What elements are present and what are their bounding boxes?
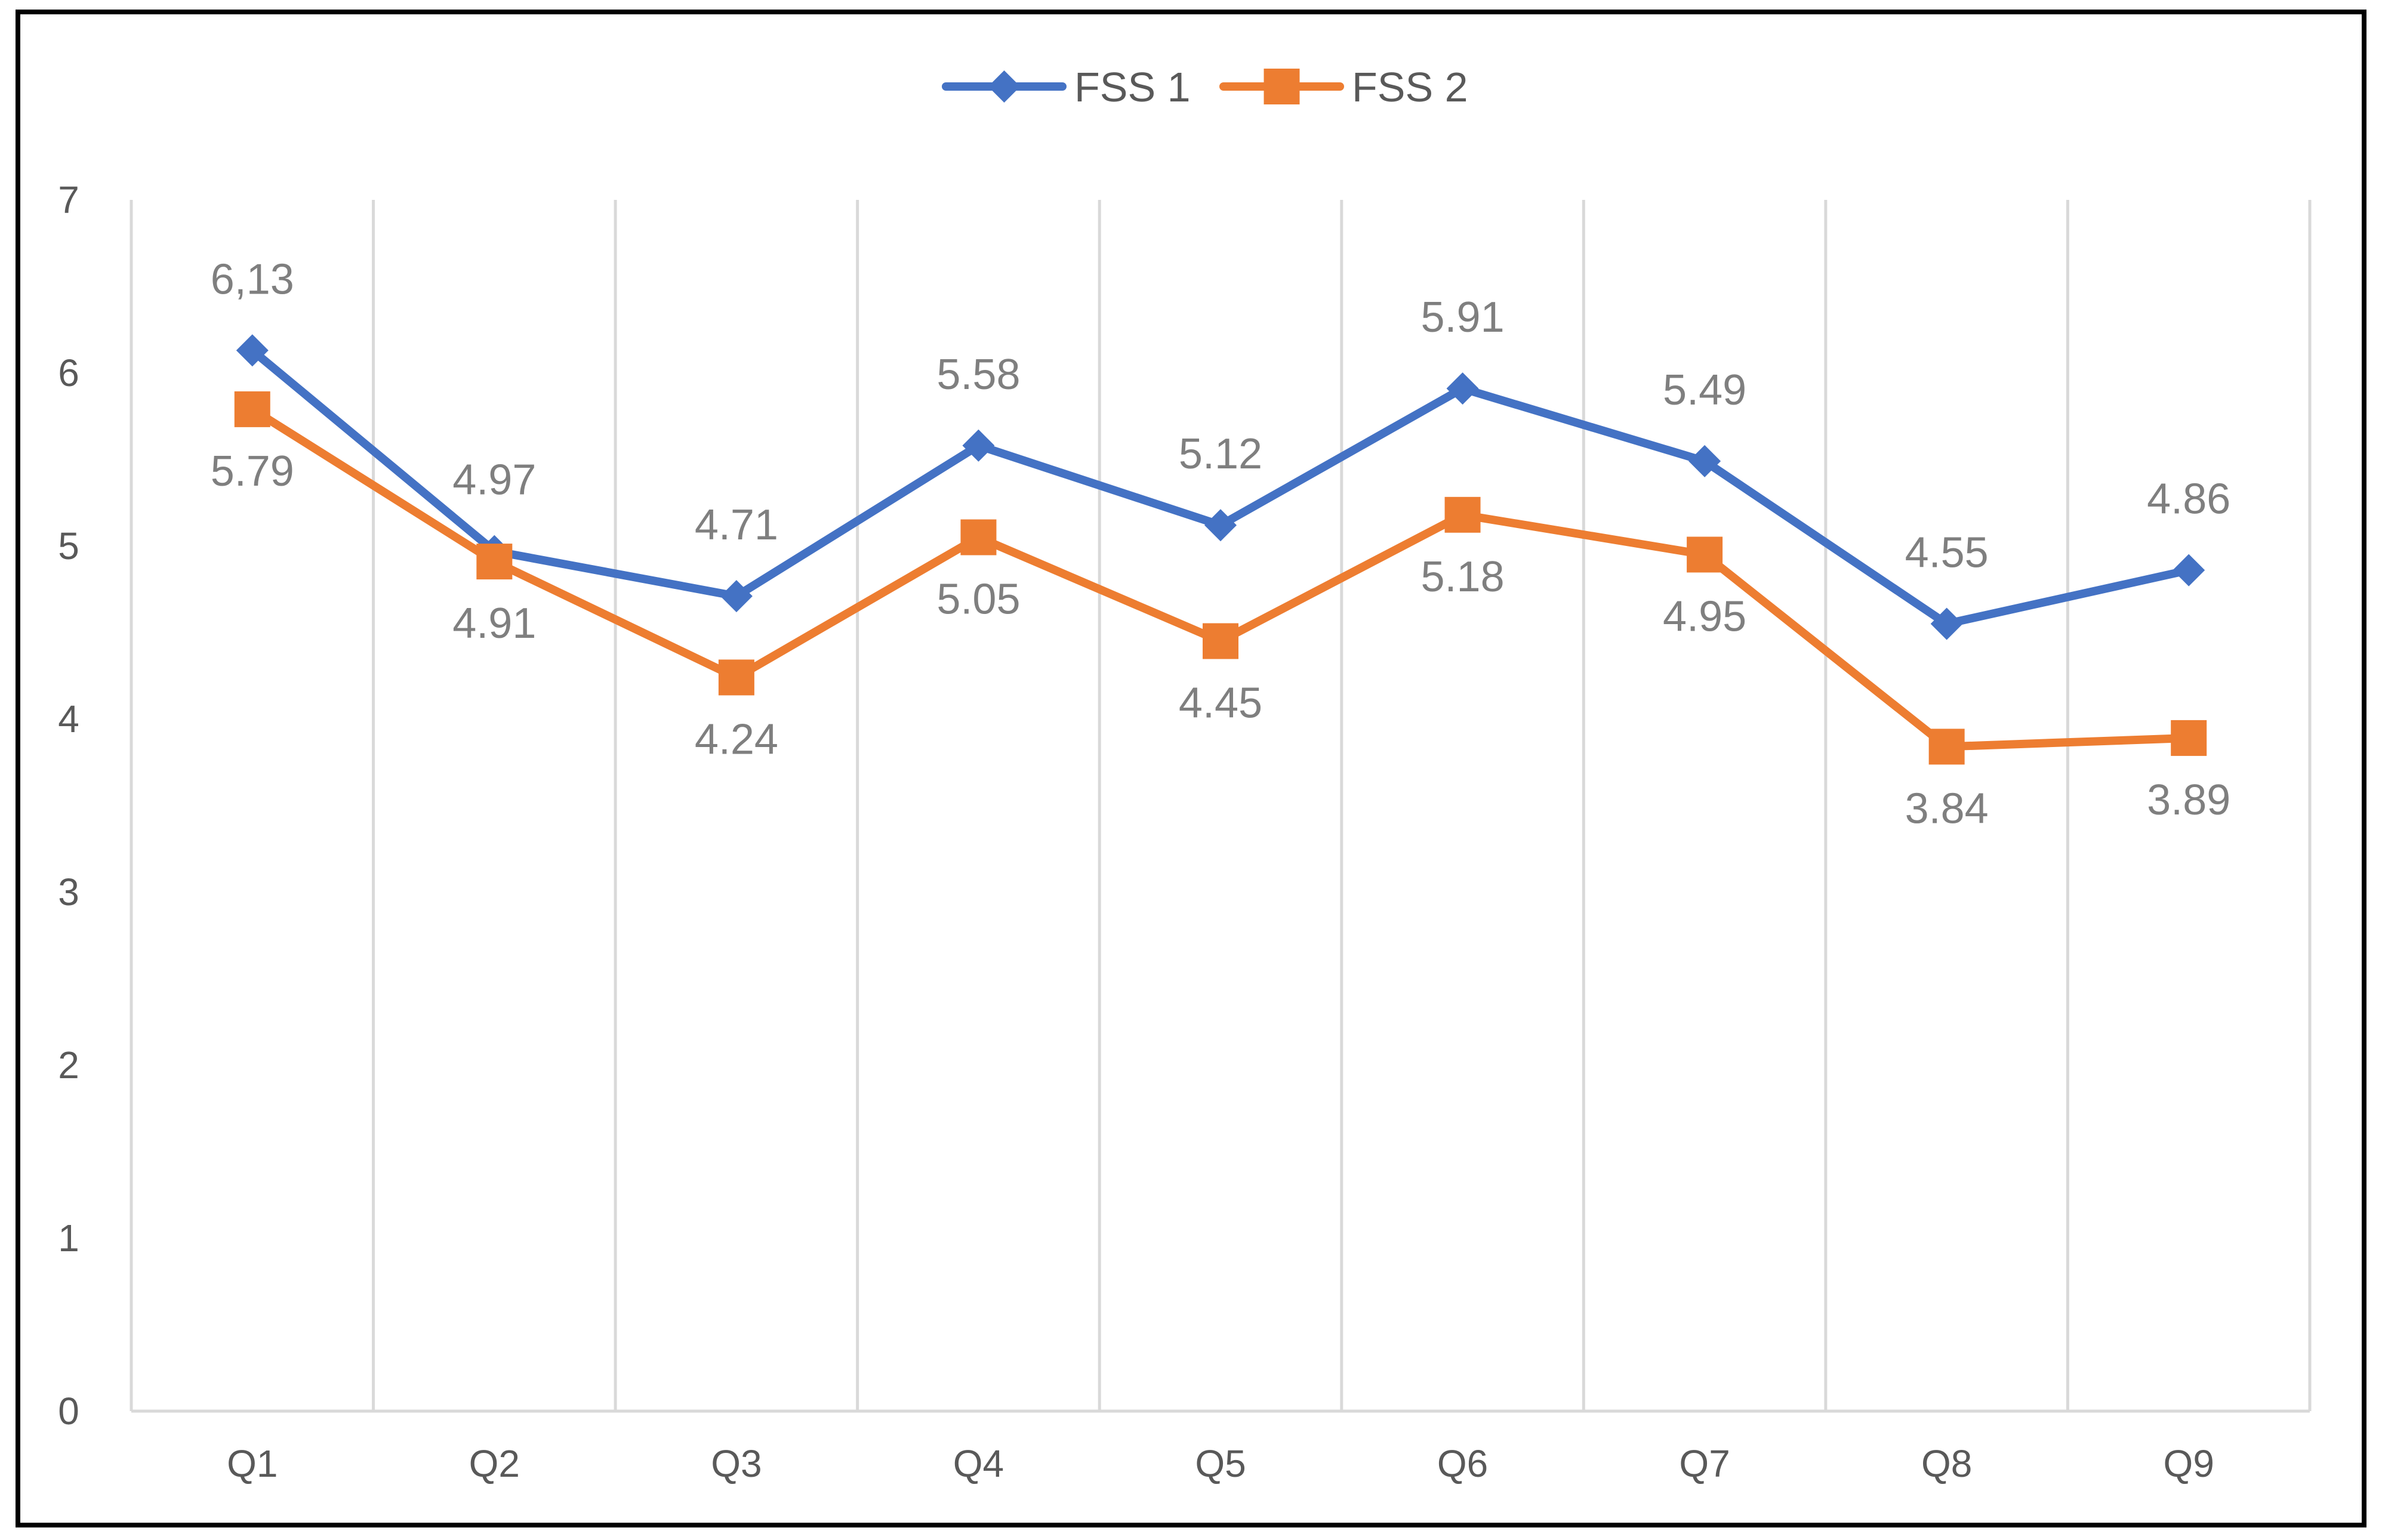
x-tick-label: Q6: [1437, 1442, 1488, 1485]
data-point-fss1: [1930, 607, 1963, 640]
x-tick-label: Q9: [2164, 1442, 2214, 1485]
data-point-fss2: [718, 659, 754, 696]
data-point-fss1: [962, 429, 995, 462]
x-tick-label: Q3: [711, 1442, 762, 1485]
y-tick-label: 2: [58, 1044, 79, 1087]
data-label-2: 5.05: [936, 576, 1020, 624]
data-label-1: 5.91: [1420, 294, 1504, 341]
x-tick-label: Q1: [227, 1442, 278, 1485]
data-point-fss1: [720, 580, 753, 613]
data-label-2: 4.45: [1179, 680, 1262, 727]
data-point-fss2: [476, 544, 513, 580]
data-label-1: 4.55: [1905, 529, 1989, 577]
data-point-fss1: [1688, 445, 1721, 477]
data-label-2: 4.91: [452, 600, 536, 647]
data-point-fss1: [2173, 554, 2205, 587]
data-label-1: 4.71: [695, 501, 778, 549]
legend-marker-square: [1264, 69, 1300, 104]
data-point-fss2: [960, 519, 997, 555]
data-point-fss2: [1928, 729, 1965, 765]
data-label-2: 5.79: [211, 448, 294, 495]
legend-label-1: FSS 1: [1074, 64, 1191, 110]
y-tick-label: 6: [58, 351, 79, 394]
data-label-2: 5.18: [1420, 553, 1504, 601]
data-label-1: 4.86: [2147, 476, 2230, 523]
y-tick-label: 1: [58, 1217, 79, 1260]
x-tick-label: Q7: [1679, 1442, 1730, 1485]
y-tick-label: 3: [58, 871, 79, 913]
data-point-fss2: [234, 391, 270, 427]
data-label-1: 5.12: [1179, 430, 1262, 478]
y-tick-label: 7: [58, 178, 79, 221]
data-point-fss2: [2171, 720, 2207, 756]
y-tick-label: 0: [58, 1390, 79, 1433]
y-tick-label: 5: [58, 524, 79, 567]
data-label-2: 3.89: [2147, 776, 2230, 824]
x-tick-label: Q2: [469, 1442, 520, 1485]
x-tick-label: Q4: [953, 1442, 1004, 1485]
data-label-1: 4.97: [452, 456, 536, 504]
data-label-1: 6,13: [211, 255, 294, 303]
legend-marker-diamond: [988, 70, 1021, 103]
data-point-fss2: [1687, 536, 1723, 573]
data-point-fss1: [1204, 509, 1237, 542]
data-labels: 6,13 4.97 4.71 5.58 5.12 5.91 5.49 4.55 4.86 5.79…: [211, 255, 2231, 832]
data-point-fss1: [1446, 372, 1479, 405]
axes: 0 1 2 3 4 5 6 7 Q1 Q2 Q3 Q4 Q5 Q6 Q7 Q8 Q9: [58, 178, 2310, 1485]
data-label-1: 5.49: [1663, 366, 1746, 414]
y-tick-label: 4: [58, 698, 79, 740]
legend: FSS 1 FSS 2: [942, 64, 1468, 110]
data-label-2: 4.24: [695, 715, 778, 763]
data-label-2: 3.84: [1905, 785, 1989, 832]
series-lines: [234, 334, 2207, 765]
chart-border: [16, 10, 2366, 1527]
legend-label-2: FSS 2: [1352, 64, 1468, 110]
x-tick-label: Q5: [1195, 1442, 1246, 1485]
data-point-fss2: [1444, 496, 1481, 533]
x-tick-label: Q8: [1921, 1442, 1972, 1485]
data-label-2: 4.95: [1663, 593, 1746, 641]
data-point-fss2: [1203, 623, 1238, 659]
data-label-1: 5.58: [936, 351, 1020, 399]
data-point-fss1: [236, 334, 269, 367]
gridlines: [130, 200, 2312, 1411]
